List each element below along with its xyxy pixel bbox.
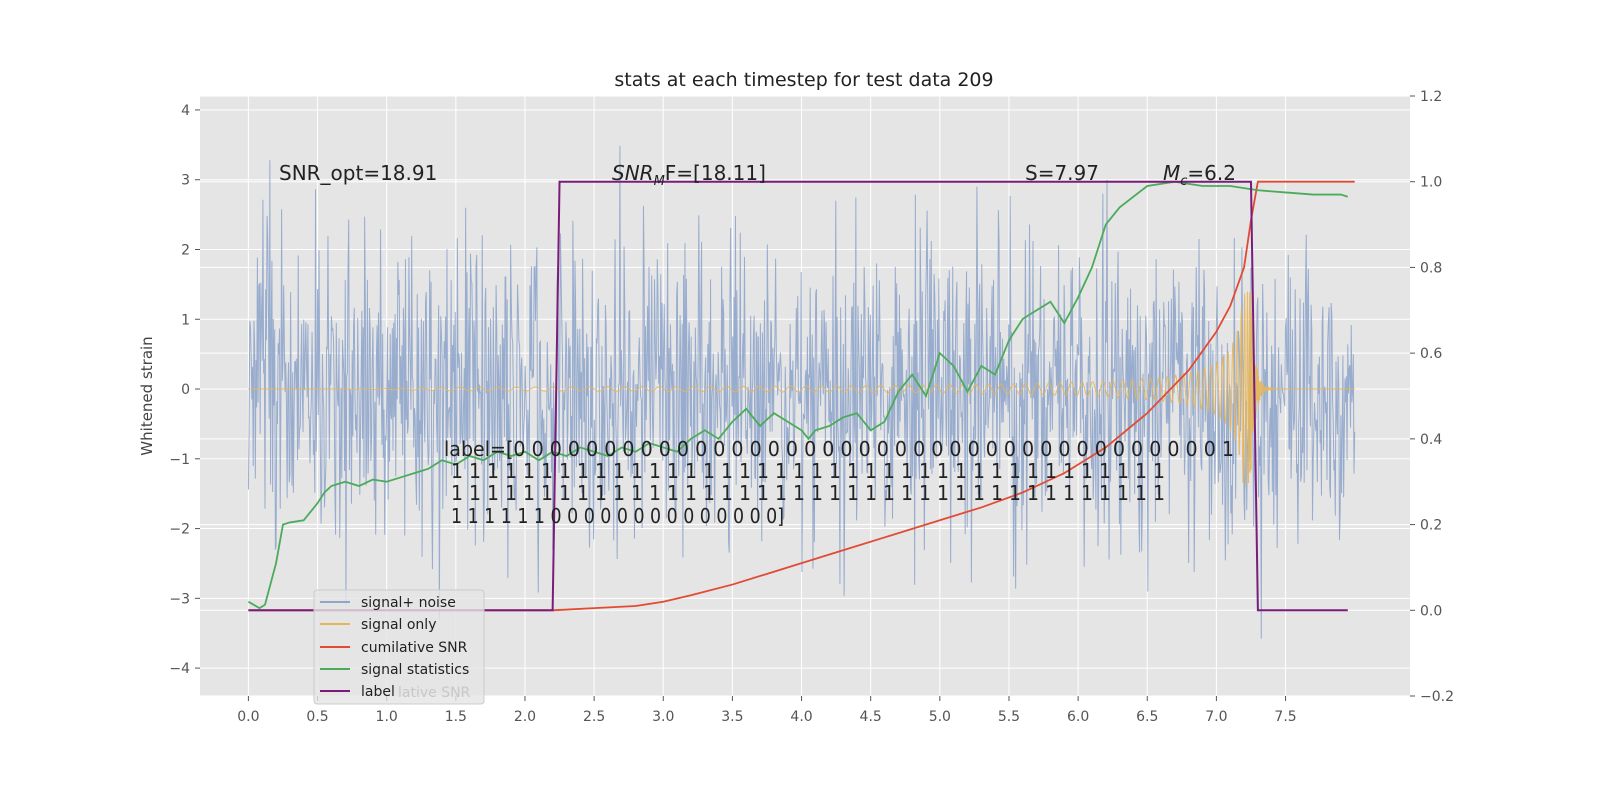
label-line-2: 1 1 1 1 1 1 1 1 1 1 1 1 1 1 1 1 1 1 1 1 … [451,459,1165,483]
mc-main: M [1163,161,1180,185]
y-tick-label: 2 [181,242,190,258]
snr-mf-annotation: SNRMF=[18.11] [612,161,766,189]
y-tick-label: 4 [181,103,190,119]
label-line-1: label=[0 0 0 0 0 0 0 0 0 0 0 0 0 0 0 0 0… [444,437,1234,461]
left-y-axis: −4 −3 −2 −1 0 1 2 3 4 [169,103,200,677]
x-tick-label: 7.0 [1205,709,1227,725]
series-signal-only [248,291,1355,487]
legend: lative SNR signal+ noise signal only cum… [313,589,485,705]
y-tick-label: −3 [169,591,190,607]
snr-opt-annotation: SNR_opt=18.91 [279,161,437,185]
label-line-3: 1 1 1 1 1 1 1 1 1 1 1 1 1 1 1 1 1 1 1 1 … [451,481,1165,505]
x-tick-label: 4.0 [790,709,812,725]
legend-ghost-text: lative SNR [398,685,471,701]
legend-label-cumulative-snr: cumilative SNR [361,640,468,656]
x-tick-label: 3.5 [721,709,743,725]
snr-mf-sub: M [654,174,665,189]
series-label [248,180,1348,612]
x-tick-label: 0.0 [237,709,259,725]
y-tick-label: 1 [181,312,190,328]
y-axis-label: Whitened strain [138,336,156,455]
snr-mf-rest: F=[18.11] [665,161,766,185]
y-tick-label: −1 [169,452,190,468]
y-tick-label: −4 [169,661,190,677]
y2-tick-label: 0.2 [1420,518,1442,534]
x-tick-label: 1.5 [445,709,467,725]
series-signal-noise [247,145,1356,639]
legend-label-signal-only: signal only [361,617,436,633]
right-y-axis: −0.2 0.0 0.2 0.4 0.6 0.8 1.0 1.2 [1410,89,1454,705]
y2-tick-label: 1.0 [1420,175,1442,191]
x-tick-label: 7.5 [1274,709,1296,725]
series-signal-statistics [247,180,1349,610]
legend-label-signal-noise: signal+ noise [361,595,456,611]
y2-tick-label: 0.6 [1420,346,1442,362]
label-array-text: label=[0 0 0 0 0 0 0 0 0 0 0 0 0 0 0 0 0… [444,437,1234,528]
y-tick-label: −2 [169,522,190,538]
x-tick-label: 2.5 [583,709,605,725]
label-line-4: 1 1 1 1 1 1 0 0 0 0 0 0 0 0 0 0 0 0 0 0] [451,504,784,528]
x-tick-label: 6.5 [1136,709,1158,725]
x-tick-label: 5.5 [998,709,1020,725]
x-axis: 0.0 0.5 1.0 1.5 2.0 2.5 3.0 3.5 4.0 4.5 5.0 5.5 6.0 6… [237,696,1297,725]
y-tick-label: 3 [181,173,190,189]
y2-tick-label: 0.4 [1420,432,1442,448]
x-tick-label: 1.0 [376,709,398,725]
x-tick-label: 5.0 [929,709,951,725]
snr-mf-main: SNR [612,161,654,185]
mc-annotation: Mc=6.2 [1163,161,1236,189]
y-tick-label: 0 [181,382,190,398]
plot-area [247,145,1356,639]
chart-title: stats at each timestep for test data 209 [614,69,993,91]
s-annotation: S=7.97 [1025,161,1099,185]
x-tick-label: 4.5 [860,709,882,725]
y2-tick-label: 0.8 [1420,260,1442,276]
x-tick-label: 2.0 [514,709,536,725]
series-cumulative-snr [248,180,1355,612]
legend-label-signal-statistics: signal statistics [361,662,469,678]
legend-label-label: label [361,684,395,700]
mc-rest: =6.2 [1187,161,1236,185]
y2-tick-label: 0.0 [1420,603,1442,619]
x-tick-label: 6.0 [1067,709,1089,725]
y2-tick-label: −0.2 [1420,689,1454,705]
x-tick-label: 0.5 [306,709,328,725]
legend-box [313,589,485,705]
mc-sub: c [1180,174,1187,189]
series-layer [247,145,1356,639]
y2-tick-label: 1.2 [1420,89,1442,105]
x-tick-label: 3.0 [652,709,674,725]
